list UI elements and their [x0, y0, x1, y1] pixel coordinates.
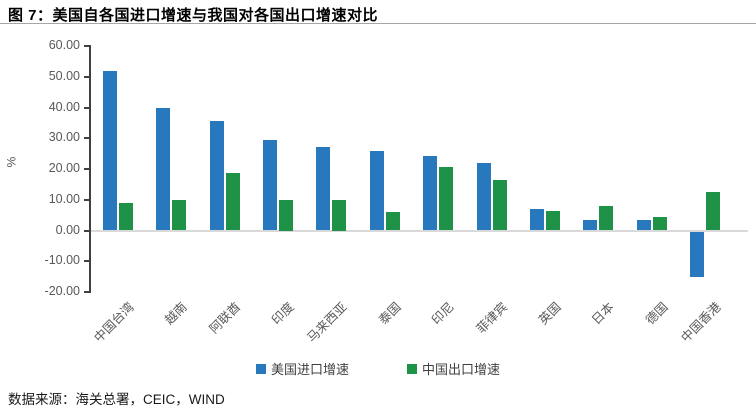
y-axis-tick-label: 10.00: [48, 191, 80, 206]
y-axis-tick-label: 30.00: [48, 130, 80, 145]
x-axis-category-label: 马来西亚: [304, 299, 351, 346]
bar-us-import: [530, 208, 545, 231]
x-axis-category-label: 越南: [162, 299, 190, 328]
bar-china-export: [706, 192, 721, 231]
bar-china-export: [118, 202, 133, 231]
bar-china-export: [225, 172, 240, 231]
x-axis-category-label: 阿联酋: [206, 299, 244, 337]
bar-china-export: [492, 179, 507, 231]
bar-us-import: [209, 121, 224, 231]
bar-us-import: [102, 70, 117, 231]
y-axis-tick: [84, 168, 91, 170]
x-axis-category-label: 中国香港: [678, 299, 725, 346]
bar-china-export: [278, 199, 293, 231]
bar-china-export: [172, 200, 187, 231]
bar-china-export: [546, 210, 561, 231]
y-axis-tick: [84, 137, 91, 140]
legend-item: 美国进口增速: [255, 359, 349, 378]
bar-us-import: [583, 219, 598, 231]
bar-china-export: [439, 166, 454, 231]
figure-title: 图 7：美国自各国进口增速与我国对各国出口增速对比: [8, 7, 379, 24]
bar-us-import: [262, 140, 277, 231]
title-divider: [0, 23, 756, 24]
x-axis-category-label: 印尼: [429, 299, 457, 328]
bar-china-export: [652, 216, 667, 231]
zero-gridline: [91, 229, 748, 232]
bar-china-export: [385, 212, 400, 231]
bar-us-import: [369, 151, 384, 231]
data-source-note: 数据来源：海关总署，CEIC，WIND: [8, 392, 225, 407]
legend-swatch-china-export: [407, 363, 417, 374]
bar-china-export: [332, 199, 347, 231]
x-axis-category-label: 菲律宾: [473, 299, 511, 337]
y-axis-tick: [84, 75, 91, 78]
x-axis-category-label: 中国台湾: [91, 299, 137, 346]
y-axis-tick-label: 40.00: [48, 99, 80, 114]
x-axis-category-label: 泰国: [375, 299, 404, 328]
y-axis-tick-label: 60.00: [48, 38, 80, 52]
legend-label: 美国进口增速: [270, 362, 349, 377]
bar-us-import: [476, 163, 491, 231]
y-axis-tick-label: 50.00: [48, 68, 80, 83]
bar-us-import: [636, 219, 651, 231]
legend-item: 中国出口增速: [407, 359, 500, 378]
bar-us-import: [156, 108, 171, 231]
y-axis-tick: [84, 260, 91, 263]
y-axis-tick-label: -20.00: [44, 284, 80, 298]
bar-us-import: [423, 155, 438, 231]
bar-us-import: [690, 231, 705, 277]
legend-label: 中国出口增速: [422, 362, 501, 377]
bar-china-export: [599, 205, 614, 231]
y-axis-line: [89, 46, 91, 292]
y-axis-tick: [84, 45, 91, 47]
y-axis-tick: [84, 229, 91, 232]
y-axis-tick: [84, 106, 91, 109]
x-axis-category-label: 印度: [269, 299, 297, 328]
x-axis-category-label: 德国: [643, 299, 671, 328]
y-axis-tick: [84, 291, 91, 293]
chart-legend: 美国进口增速 中国出口增速: [0, 359, 756, 378]
y-axis-tick-label: 0.00: [55, 222, 80, 237]
legend-swatch-us-import: [255, 363, 266, 374]
x-axis-category-label: 日本: [589, 299, 618, 328]
bar-us-import: [316, 147, 331, 231]
y-axis-tick-label: 20.00: [48, 161, 80, 175]
x-axis-category-label: 英国: [536, 299, 564, 328]
y-axis-tick-label: -10.00: [44, 253, 80, 268]
y-axis-tick: [84, 198, 91, 201]
